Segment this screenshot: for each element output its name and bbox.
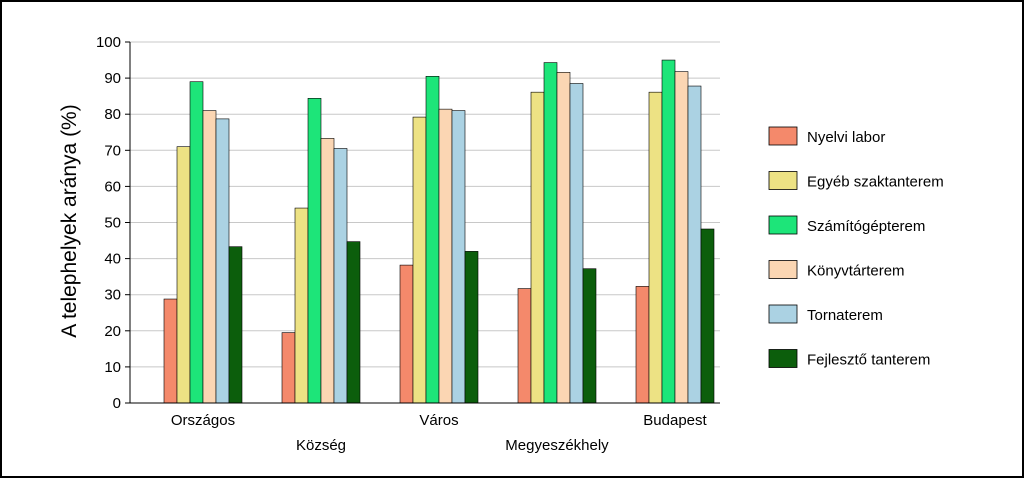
bar-2-1 <box>176 146 191 404</box>
bar-4-4 <box>556 72 571 404</box>
bar-2-4 <box>530 91 545 404</box>
legend-label: Nyelvi labor <box>807 129 885 146</box>
bar-6-5 <box>700 228 715 404</box>
bar-4-5 <box>674 71 689 404</box>
y-axis-label: A telephelyek aránya (%) <box>58 104 81 337</box>
legend-swatch <box>768 215 798 235</box>
bar-5-5 <box>687 85 702 404</box>
y-tick-label: 20 <box>104 323 121 340</box>
y-tick-label: 40 <box>104 251 121 268</box>
bar-1-2 <box>281 332 296 404</box>
legend-swatch <box>768 260 798 279</box>
bar-1-5 <box>635 286 650 404</box>
y-tick-labels: 0 10 20 30 40 50 60 70 80 90 100 <box>96 34 121 412</box>
bar-4-2 <box>320 138 335 404</box>
bar-4-3 <box>438 108 453 404</box>
bar-5-4 <box>569 83 584 404</box>
bar-1-3 <box>399 264 414 404</box>
bar-5-2 <box>333 148 348 404</box>
y-tick-label: 70 <box>104 142 121 159</box>
bar-3-3 <box>425 75 440 404</box>
y-tick-label: 0 <box>113 395 121 412</box>
legend: Nyelvi labor Egyéb szaktanterem Számítógép… <box>768 126 944 369</box>
legend-label: Fejlesztő tanterem <box>807 352 930 369</box>
legend-label: Számítógépterem <box>807 218 925 235</box>
bars <box>163 59 715 404</box>
bar-3-2 <box>307 98 322 404</box>
bar-3-1 <box>189 81 204 404</box>
legend-swatch <box>768 171 798 190</box>
bar-6-2 <box>346 241 361 404</box>
legend-swatch <box>768 304 798 324</box>
bar-1-1 <box>163 298 178 404</box>
axes <box>129 42 720 404</box>
legend-label: Könyvtárterem <box>807 263 905 280</box>
y-tick-label: 80 <box>104 106 121 123</box>
bar-2-5 <box>648 91 663 404</box>
x-category-label: Országos <box>171 412 235 429</box>
legend-label: Tornaterem <box>807 307 883 324</box>
x-category-label: Megyeszékhely <box>505 437 609 454</box>
y-tick-label: 90 <box>104 70 121 87</box>
legend-swatch <box>768 126 798 146</box>
bar-3-5 <box>661 59 676 404</box>
bar-2-3 <box>412 116 427 404</box>
y-tick-label: 60 <box>104 178 121 195</box>
legend-swatch <box>768 349 798 368</box>
y-tick-label: 50 <box>104 215 121 232</box>
bar-4-1 <box>202 110 217 404</box>
x-category-label: Város <box>419 412 458 429</box>
x-category-labels: Országos Község Város Megyeszékhely Budapest <box>171 412 708 454</box>
bar-2-2 <box>294 207 309 404</box>
bar-5-3 <box>451 110 466 404</box>
bar-6-3 <box>464 251 479 404</box>
x-category-label: Budapest <box>643 412 707 429</box>
y-tick-label: 100 <box>96 34 121 51</box>
y-tick-label: 30 <box>104 287 121 304</box>
bar-6-4 <box>582 268 597 404</box>
bar-3-4 <box>543 62 558 404</box>
y-tick-label: 10 <box>104 359 121 376</box>
legend-label: Egyéb szaktanterem <box>807 174 944 191</box>
bar-1-4 <box>517 288 532 404</box>
x-category-label: Község <box>296 437 346 454</box>
bar-5-1 <box>215 118 230 404</box>
bar-6-1 <box>228 246 243 404</box>
